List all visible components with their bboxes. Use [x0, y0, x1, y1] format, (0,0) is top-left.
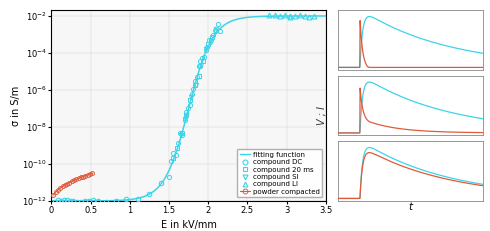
X-axis label: E in kV/mm: E in kV/mm — [161, 220, 217, 230]
X-axis label: t: t — [408, 202, 413, 212]
Text: V ; I: V ; I — [317, 106, 327, 125]
Legend: fitting function, compound DC, compound 20 ms, compound SI, compound LI, powder : fitting function, compound DC, compound … — [237, 149, 322, 198]
Y-axis label: σ in S/m: σ in S/m — [10, 85, 21, 126]
